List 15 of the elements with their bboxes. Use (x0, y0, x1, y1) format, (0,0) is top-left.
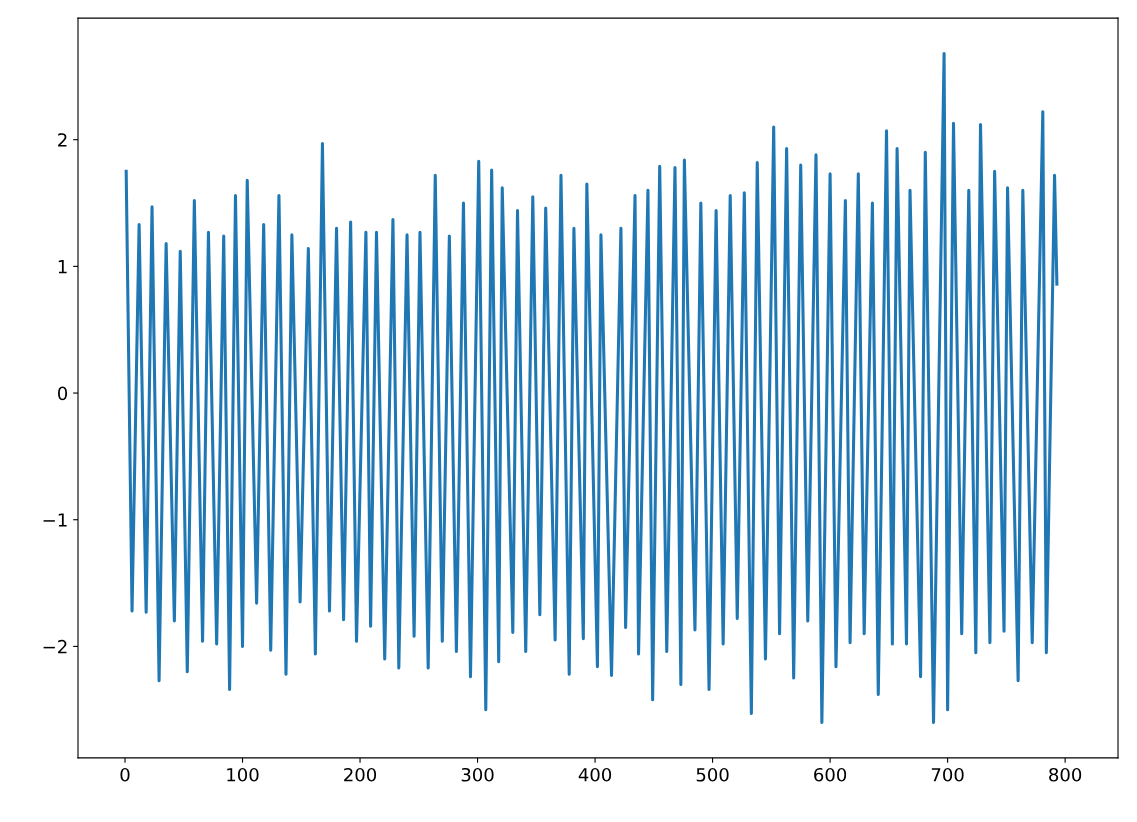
x-tick-label: 700 (931, 767, 964, 782)
y-tick-label: 1 (58, 260, 67, 274)
line-series (124, 52, 1059, 724)
y-tick-label: 0 (57, 386, 68, 401)
x-tick-label: 800 (1049, 767, 1082, 782)
x-tick-label: 500 (696, 767, 729, 782)
x-tick-label: 600 (814, 767, 847, 782)
x-tick-label: 0 (120, 767, 130, 782)
x-tick-label: 400 (578, 767, 612, 782)
y-tick-label: 2 (58, 133, 67, 147)
y-tick-label: −2 (43, 639, 67, 654)
y-tick-label: −1 (43, 513, 67, 527)
x-tick-label: 200 (344, 767, 377, 782)
x-tick-label: 300 (461, 767, 494, 782)
x-tick-label: 100 (227, 767, 259, 782)
